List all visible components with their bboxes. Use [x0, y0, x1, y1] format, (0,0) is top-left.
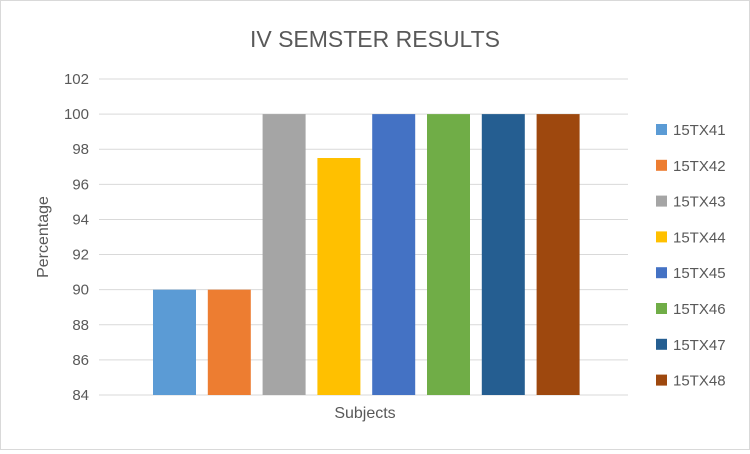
x-axis-label: Subjects	[334, 405, 395, 422]
legend-swatch	[656, 338, 667, 350]
y-tick-label: 92	[72, 247, 89, 264]
y-axis-ticks: 84 86 88 90 92 94 96 98 100 102	[64, 71, 89, 404]
bar-15tx43	[262, 114, 306, 395]
bar-15tx48	[536, 114, 580, 395]
y-tick-label: 88	[72, 317, 89, 334]
legend-swatch	[656, 231, 667, 243]
y-tick-label: 84	[72, 387, 89, 404]
y-tick-label: 100	[64, 106, 89, 123]
legend-label: 15TX46	[673, 301, 726, 318]
y-tick-label: 96	[72, 176, 89, 193]
legend-label: 15TX43	[673, 194, 726, 211]
bar-15tx46	[427, 114, 470, 395]
y-tick-label: 86	[72, 352, 89, 369]
legend-swatch	[656, 267, 667, 279]
chart-title: IV SEMSTER RESULTS	[250, 26, 500, 52]
y-tick-label: 98	[72, 141, 89, 158]
legend-swatch	[656, 374, 667, 386]
y-tick-label: 90	[72, 282, 89, 299]
legend-label: 15TX44	[673, 229, 726, 246]
legend-swatch	[656, 195, 667, 207]
legend-swatch	[656, 303, 667, 314]
y-tick-label: 102	[64, 71, 89, 88]
legend-label: 15TX47	[673, 337, 726, 354]
legend-label: 15TX42	[673, 158, 726, 175]
legend-swatch	[656, 124, 667, 135]
bar-15tx45	[372, 114, 416, 395]
bar-15tx41	[153, 289, 196, 395]
legend-label: 15TX48	[673, 373, 726, 390]
y-tick-label: 94	[72, 211, 89, 228]
bar-15tx42	[207, 289, 251, 395]
bars	[153, 114, 580, 395]
legend-label: 15TX41	[673, 122, 726, 139]
bar-15tx47	[481, 114, 525, 395]
legend-swatch	[656, 159, 667, 171]
legend: 15TX41 15TX42 15TX43 15TX44 15TX45 15TX46 15TX…	[656, 122, 726, 390]
bar-15tx44	[317, 158, 361, 395]
legend-label: 15TX45	[673, 265, 726, 282]
y-axis-label: Percentage	[35, 196, 52, 278]
